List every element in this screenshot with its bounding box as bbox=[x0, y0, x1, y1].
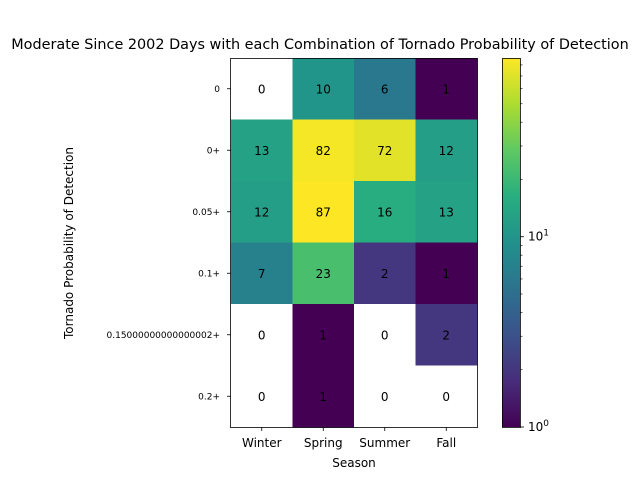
y-tick-label: 0.05+ bbox=[192, 208, 220, 218]
cell-value-label: 1 bbox=[442, 267, 450, 281]
x-tick-label: Spring bbox=[304, 436, 343, 450]
heatmap-cell bbox=[415, 365, 478, 428]
y-axis-label: Tornado Probability of Detection bbox=[62, 147, 76, 340]
heatmap-cell bbox=[354, 58, 416, 120]
cell-value-label: 12 bbox=[254, 205, 269, 219]
heatmap-cell bbox=[231, 181, 293, 243]
x-axis-label: Season bbox=[332, 456, 376, 470]
cell-value-label: 2 bbox=[381, 267, 389, 281]
heatmap-cell bbox=[231, 242, 293, 305]
colorbar: 100 101 bbox=[502, 58, 549, 434]
x-tick-label: Fall bbox=[436, 436, 456, 450]
colorbar-tick-label: 101 bbox=[528, 229, 549, 244]
cell-value-label: 87 bbox=[316, 205, 331, 219]
heatmap-cell bbox=[231, 58, 293, 120]
heatmap-cell bbox=[292, 242, 355, 305]
heatmap-cell bbox=[292, 58, 355, 120]
heatmap-cell bbox=[231, 365, 293, 428]
x-axis-ticks: Winter Spring Summer Fall bbox=[242, 427, 456, 450]
colorbar-frame bbox=[502, 58, 521, 428]
heatmap-cells bbox=[231, 58, 478, 428]
cell-value-label: 0 bbox=[258, 390, 266, 404]
heatmap-cell bbox=[292, 365, 355, 428]
heatmap-cell bbox=[354, 242, 416, 305]
colorbar-tick-label: 100 bbox=[528, 419, 549, 434]
heatmap-cell bbox=[292, 304, 355, 366]
x-tick-label: Summer bbox=[359, 436, 410, 450]
x-tick-label: Winter bbox=[242, 436, 282, 450]
y-tick-label: 0.1+ bbox=[198, 269, 220, 279]
heatmap-cell bbox=[415, 58, 478, 120]
chart-title: Moderate Since 2002 Days with each Combi… bbox=[11, 37, 628, 53]
heatmap-cell bbox=[415, 119, 478, 182]
heatmap-cell bbox=[354, 365, 416, 428]
y-axis-ticks: 0 0+ 0.05+ 0.1+ 0.15000000000000002+ 0.2+ bbox=[107, 85, 231, 402]
cell-value-label: 10 bbox=[316, 82, 331, 96]
heatmap-cell bbox=[415, 304, 478, 366]
y-tick-label: 0+ bbox=[207, 146, 220, 156]
cell-value-label: 23 bbox=[316, 267, 331, 281]
heatmap-cell bbox=[354, 119, 416, 182]
heatmap-cell bbox=[292, 181, 355, 243]
heatmap-cell bbox=[292, 119, 355, 182]
cell-value-label: 16 bbox=[377, 205, 392, 219]
cell-value-label: 1 bbox=[442, 82, 450, 96]
heatmap-cell bbox=[415, 181, 478, 243]
colorbar-gradient bbox=[502, 58, 520, 427]
plot-frame bbox=[230, 58, 478, 428]
cell-value-label: 0 bbox=[381, 328, 389, 342]
y-tick-label: 0.2+ bbox=[198, 392, 220, 402]
heatmap-cell bbox=[231, 119, 293, 182]
colorbar-ticks: 100 101 bbox=[520, 64, 549, 434]
cell-value-label: 0 bbox=[442, 390, 450, 404]
cell-value-label: 72 bbox=[377, 144, 392, 158]
cell-value-label: 6 bbox=[381, 82, 389, 96]
cell-value-label: 1 bbox=[319, 390, 327, 404]
cell-value-label: 0 bbox=[258, 328, 266, 342]
heatmap-cell bbox=[415, 242, 478, 305]
cell-value-label: 0 bbox=[258, 82, 266, 96]
heatmap-cell bbox=[354, 304, 416, 366]
cell-value-label: 1 bbox=[319, 328, 327, 342]
heatmap-cell bbox=[231, 304, 293, 366]
cell-value-label: 2 bbox=[442, 328, 450, 342]
y-tick-label: 0.15000000000000002+ bbox=[107, 331, 220, 341]
cell-value-label: 13 bbox=[254, 144, 269, 158]
cell-value-label: 13 bbox=[439, 205, 454, 219]
cell-value-label: 0 bbox=[381, 390, 389, 404]
y-tick-label: 0 bbox=[214, 85, 220, 95]
cell-value-label: 7 bbox=[258, 267, 266, 281]
cell-value-label: 12 bbox=[439, 144, 454, 158]
heatmap-cell bbox=[354, 181, 416, 243]
cell-value-label: 82 bbox=[316, 144, 331, 158]
